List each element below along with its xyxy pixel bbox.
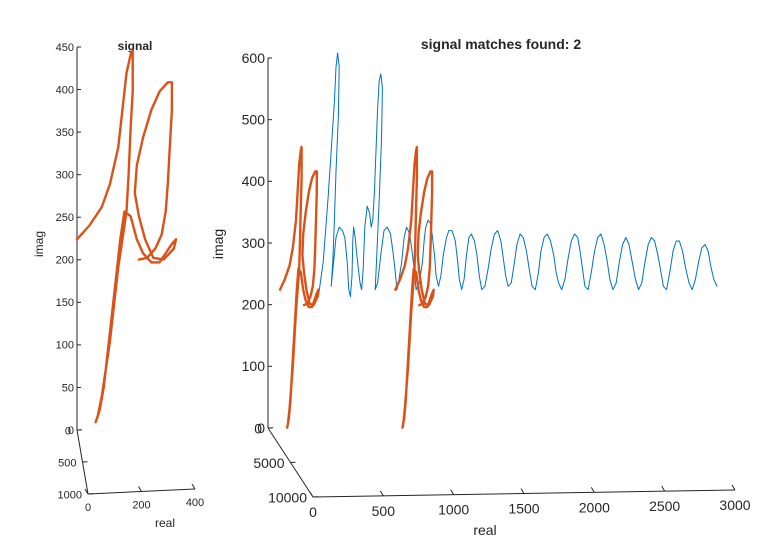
- matches-x-tick-label: 1500: [508, 501, 539, 517]
- matches-z-ticks: 0 100 200 300 400 500 600: [242, 50, 272, 436]
- signal-z-tick-label: 150: [56, 297, 74, 309]
- matches-z-tick-label: 0: [257, 420, 265, 436]
- matches-series-line-1: [278, 145, 320, 429]
- matches-y-ticks: 0 5000 10000: [253, 421, 319, 506]
- matches-x-tick: [661, 485, 666, 492]
- matches-x-tick-label: 2500: [649, 498, 680, 514]
- matches-subplot: signal matches found: 2 0 100 200 300 400 500…: [210, 36, 751, 538]
- matches-x-tick-label: 0: [309, 504, 317, 520]
- signal-z-tick-label: 300: [56, 170, 74, 182]
- signal-y-tick-label: 500: [58, 457, 76, 469]
- signal-z-tick-label: 0: [68, 425, 74, 437]
- matches-z-tick-label: 100: [242, 358, 266, 374]
- matches-x-tick-label: 3000: [719, 497, 750, 513]
- signal-z-tick-label: 250: [56, 212, 74, 224]
- matches-x-tick: [731, 484, 736, 491]
- matches-x-tick-label: 2000: [579, 499, 610, 515]
- signal-series: [75, 48, 178, 424]
- matches-z-tick-label: 300: [242, 235, 266, 251]
- matches-x-tick: [379, 490, 384, 497]
- signal-x-ticks: 0 200 400: [84, 483, 204, 514]
- signal-y-ticks: 0 500 1000: [58, 425, 94, 501]
- signal-x-tick: [191, 483, 196, 490]
- matches-x-tick-label: 1000: [438, 502, 469, 518]
- matches-y-tick-label: 0: [254, 421, 262, 437]
- signal-z-tick-label: 100: [56, 340, 74, 352]
- signal-x-tick-label: 400: [186, 497, 204, 509]
- signal-y-tick-label: 0: [65, 425, 71, 437]
- signal-subplot: signal 0 50 100 150 200 250 300 350 400 450 0 500 1…: [32, 39, 204, 530]
- signal-xlabel: real: [155, 516, 175, 530]
- signal-subplot-title: signal: [118, 39, 153, 53]
- matches-z-tick-label: 400: [242, 173, 266, 189]
- matches-z-tick-label: 200: [242, 297, 266, 313]
- matches-z-tick-label: 600: [242, 50, 266, 66]
- matches-x-tick: [309, 491, 314, 498]
- signal-z-tick-label: 450: [56, 42, 74, 54]
- matches-x-tick: [520, 488, 525, 494]
- signal-zlabel: imag: [32, 231, 46, 257]
- matches-zlabel: imag: [210, 229, 226, 259]
- matches-xlabel: real: [473, 522, 496, 538]
- signal-z-tick-label: 50: [62, 382, 74, 394]
- matches-y-tick-label: 5000: [253, 455, 284, 471]
- signal-x-tick-label: 0: [85, 502, 91, 514]
- matches-series-line-0: [317, 52, 718, 298]
- matches-y-tick-label: 10000: [268, 490, 307, 506]
- matches-series: [278, 52, 718, 429]
- matches-series-line-2: [394, 145, 435, 429]
- signal-series-line-0: [75, 48, 178, 424]
- signal-z-tick-label: 350: [56, 127, 74, 139]
- matches-subplot-title: signal matches found: 2: [421, 36, 581, 52]
- signal-x-tick-label: 200: [132, 500, 150, 512]
- signal-x-tick: [138, 486, 142, 492]
- signal-x-tick: [84, 488, 89, 495]
- matches-x-tick-label: 500: [372, 503, 396, 519]
- signal-y-tick-label: 1000: [58, 489, 82, 501]
- matches-x-tick: [590, 487, 595, 493]
- matches-x-tick: [450, 489, 455, 495]
- signal-z-tick-label: 200: [56, 255, 74, 267]
- matches-x-ticks: 0 500 1000 1500 2000 2500 3000: [309, 484, 751, 520]
- matches-z-tick-label: 500: [242, 112, 266, 128]
- signal-z-tick-label: 400: [56, 84, 74, 96]
- signal-z-ticks: 0 50 100 150 200 250 300 350 400 450: [56, 42, 81, 437]
